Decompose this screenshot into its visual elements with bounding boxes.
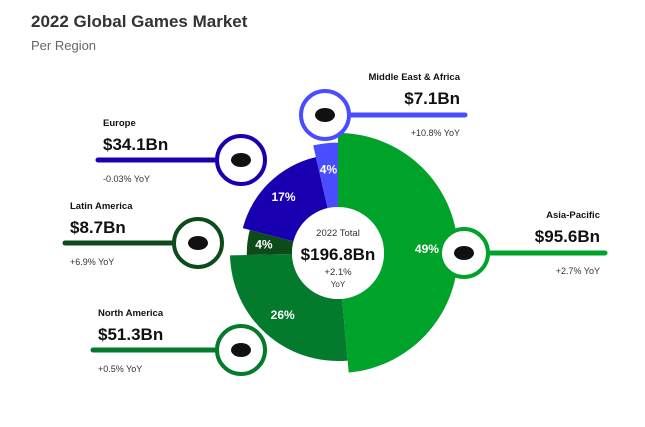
asia-map-icon-shape [454,246,474,260]
slice-middle-east-africa [313,142,338,209]
region-labels-group: Asia-Pacific $95.6Bn +2.7% YoY North Americ… [70,72,600,374]
leader-lines-group [62,89,608,376]
pct-label-north-america: 26% [271,308,295,322]
center-growth-unit: YoY [331,280,346,289]
europe-map-icon-shape [231,153,251,167]
region-name-asia-pacific: Asia-Pacific [546,210,600,221]
region-yoy-latin-america: +6.9% YoY [70,257,114,267]
slice-asia-pacific [338,133,459,373]
region-name-latin-america: Latin America [70,201,133,212]
pct-label-latin-america: 4% [255,237,273,251]
chart-title: 2022 Global Games Market [31,12,248,31]
region-value-asia-pacific: $95.6Bn [535,227,600,246]
region-name-middle-east-africa: Middle East & Africa [368,72,460,83]
south-america-map-icon-shape [188,236,208,250]
region-yoy-north-america: +0.5% YoY [98,364,142,374]
chart-subtitle: Per Region [31,38,97,53]
slice-latin-america [246,229,294,256]
north-america-map-icon-shape [231,343,251,357]
region-value-north-america: $51.3Bn [98,325,163,344]
region-yoy-asia-pacific: +2.7% YoY [556,266,600,276]
region-yoy-europe: -0.03% YoY [103,174,150,184]
region-value-middle-east-africa: $7.1Bn [404,89,460,108]
africa-map-icon-shape [315,108,335,122]
region-name-north-america: North America [98,308,164,319]
donut-center [292,207,384,299]
region-yoy-middle-east-africa: +10.8% YoY [411,128,460,138]
slice-europe [242,157,328,242]
pct-label-asia-pacific: 49% [415,242,439,256]
slices-group [230,133,459,373]
region-value-latin-america: $8.7Bn [70,218,126,237]
percent-labels-group: 49% 26% 4% 17% 4% [255,162,439,322]
slice-north-america [230,254,348,361]
region-name-europe: Europe [103,118,136,129]
region-value-europe: $34.1Bn [103,135,168,154]
pct-label-middle-east-africa: 4% [320,162,338,176]
center-total: $196.8Bn [301,245,376,264]
pct-label-europe: 17% [271,190,295,204]
center-caption: 2022 Total [316,228,360,239]
center-growth: +2.1% [324,267,352,278]
